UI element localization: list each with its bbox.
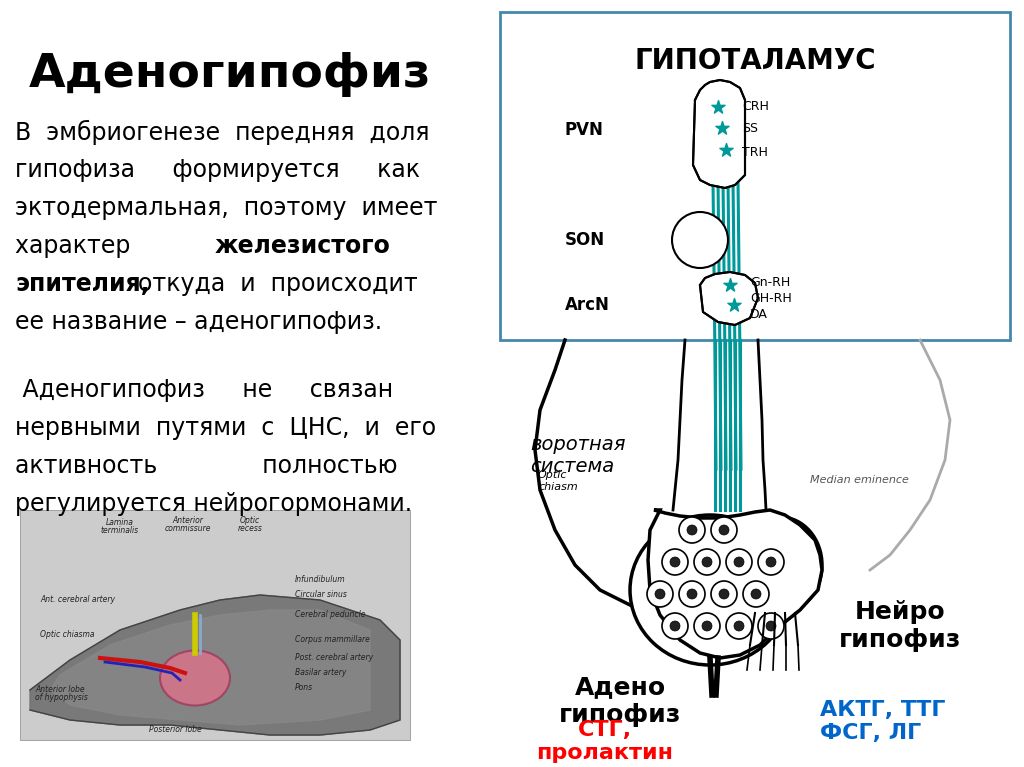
- Text: DA: DA: [750, 308, 768, 321]
- Circle shape: [711, 517, 737, 543]
- Text: Infundibulum: Infundibulum: [295, 575, 346, 584]
- Point: [726, 299, 742, 311]
- Text: нервными  путями  с  ЦНС,  и  его: нервными путями с ЦНС, и его: [15, 416, 436, 440]
- Point: [714, 122, 730, 134]
- Text: Gn-RH: Gn-RH: [750, 275, 791, 288]
- Circle shape: [758, 549, 784, 575]
- Text: PVN: PVN: [565, 121, 604, 139]
- Text: Аденогипофиз: Аденогипофиз: [29, 52, 431, 97]
- Circle shape: [711, 581, 737, 607]
- Circle shape: [687, 589, 697, 599]
- Text: Optic: Optic: [240, 516, 260, 525]
- Text: CRH: CRH: [742, 100, 769, 114]
- Circle shape: [655, 589, 665, 599]
- Text: Optic chiasma: Optic chiasma: [40, 630, 94, 639]
- Text: СТГ,
пролактин: СТГ, пролактин: [537, 720, 674, 763]
- Text: характер: характер: [15, 234, 206, 258]
- Text: эктодермальная,  поэтому  имеет: эктодермальная, поэтому имеет: [15, 196, 437, 220]
- Circle shape: [687, 525, 697, 535]
- Text: Anterior lobe: Anterior lobe: [35, 685, 85, 694]
- Text: ее название – аденогипофиз.: ее название – аденогипофиз.: [15, 310, 382, 334]
- Text: Optic
chiasm: Optic chiasm: [538, 470, 578, 492]
- Circle shape: [662, 549, 688, 575]
- Text: АКТГ, ТТГ
ФСГ, ЛГ: АКТГ, ТТГ ФСГ, ЛГ: [820, 700, 945, 743]
- Text: В  эмбриогенезе  передняя  доля: В эмбриогенезе передняя доля: [15, 120, 429, 145]
- Text: Post. cerebral artery: Post. cerebral artery: [295, 653, 373, 662]
- Text: Circular sinus: Circular sinus: [295, 590, 347, 599]
- Text: активность              полностью: активность полностью: [15, 454, 397, 478]
- Circle shape: [670, 557, 680, 567]
- Text: Адено
гипофиз: Адено гипофиз: [559, 675, 681, 727]
- Text: Аденогипофиз     не     связан: Аденогипофиз не связан: [15, 378, 393, 402]
- Circle shape: [670, 621, 680, 631]
- Circle shape: [726, 613, 752, 639]
- Circle shape: [719, 589, 729, 599]
- Circle shape: [734, 621, 744, 631]
- Circle shape: [694, 549, 720, 575]
- Text: SON: SON: [565, 231, 605, 249]
- Text: регулируется нейрогормонами.: регулируется нейрогормонами.: [15, 492, 412, 516]
- Text: эпителия,: эпителия,: [15, 272, 150, 296]
- Text: Cerebral peduncle: Cerebral peduncle: [295, 610, 366, 619]
- Text: TRH: TRH: [742, 146, 768, 159]
- Circle shape: [734, 557, 744, 567]
- Bar: [500, 12, 1010, 340]
- Circle shape: [751, 589, 761, 599]
- Circle shape: [726, 549, 752, 575]
- Circle shape: [647, 581, 673, 607]
- Text: гипофиза     формируется     как: гипофиза формируется как: [15, 158, 420, 182]
- Text: GH-RH: GH-RH: [750, 291, 792, 304]
- Circle shape: [662, 613, 688, 639]
- Polygon shape: [693, 80, 745, 188]
- Text: железистого: железистого: [215, 234, 391, 258]
- Text: Posterior lobe: Posterior lobe: [148, 725, 202, 734]
- Circle shape: [672, 212, 728, 268]
- Circle shape: [719, 525, 729, 535]
- Circle shape: [758, 613, 784, 639]
- Polygon shape: [30, 595, 400, 735]
- Point: [722, 279, 738, 291]
- Circle shape: [766, 557, 776, 567]
- Text: ArcN: ArcN: [565, 296, 610, 314]
- Point: [718, 144, 734, 156]
- Text: Нейро
гипофиз: Нейро гипофиз: [839, 600, 962, 652]
- Circle shape: [679, 517, 705, 543]
- Text: ГИПОТАЛАМУС: ГИПОТАЛАМУС: [634, 47, 876, 75]
- Text: Lamina: Lamina: [106, 518, 134, 527]
- Text: воротная
система: воротная система: [530, 435, 626, 476]
- Polygon shape: [50, 610, 370, 725]
- Text: recess: recess: [238, 524, 262, 533]
- Ellipse shape: [738, 517, 822, 613]
- Circle shape: [743, 581, 769, 607]
- Ellipse shape: [160, 650, 230, 706]
- Circle shape: [702, 557, 712, 567]
- Point: [710, 101, 726, 114]
- Text: откуда  и  происходит: откуда и происходит: [123, 272, 418, 296]
- Circle shape: [766, 621, 776, 631]
- Text: Pons: Pons: [295, 683, 313, 692]
- Polygon shape: [700, 272, 758, 325]
- Text: commissure: commissure: [165, 524, 211, 533]
- Text: Corpus mammillare: Corpus mammillare: [295, 635, 370, 644]
- Text: Anterior: Anterior: [173, 516, 204, 525]
- Ellipse shape: [630, 515, 790, 665]
- Polygon shape: [648, 510, 822, 658]
- Circle shape: [702, 621, 712, 631]
- Bar: [20, 510, 410, 740]
- Text: SS: SS: [742, 121, 758, 134]
- Text: of hypophysis: of hypophysis: [35, 693, 88, 702]
- Circle shape: [694, 613, 720, 639]
- Circle shape: [679, 581, 705, 607]
- Text: Basilar artery: Basilar artery: [295, 668, 346, 677]
- Text: Ant. cerebral artery: Ant. cerebral artery: [40, 595, 115, 604]
- Text: terminalis: terminalis: [101, 526, 139, 535]
- Text: Median eminence: Median eminence: [810, 475, 909, 485]
